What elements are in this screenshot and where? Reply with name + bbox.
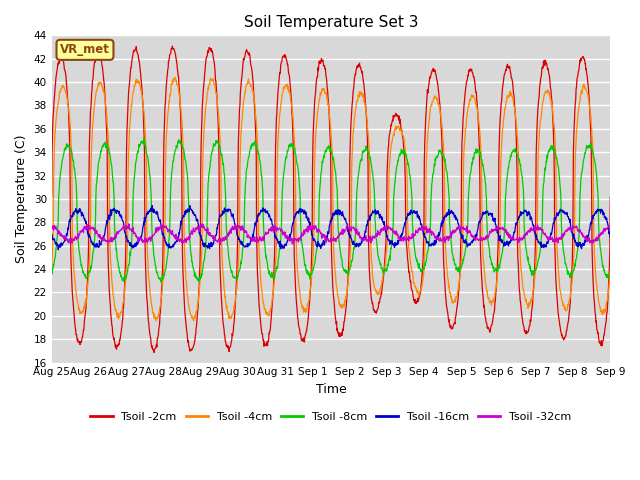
Tsoil -4cm — [492, 288, 499, 293]
Tsoil -8cm — [607, 271, 614, 277]
Tsoil -16cm — [172, 239, 180, 245]
Tsoil -32cm — [172, 237, 180, 243]
Tsoil -32cm — [419, 226, 426, 231]
Tsoil -32cm — [125, 221, 132, 227]
Tsoil -16cm — [419, 228, 426, 234]
Tsoil -32cm — [159, 225, 166, 230]
Tsoil -8cm — [419, 266, 426, 272]
Tsoil -2cm — [607, 194, 614, 200]
Tsoil -2cm — [48, 193, 56, 199]
Tsoil -32cm — [607, 227, 614, 232]
Tsoil -2cm — [168, 43, 176, 49]
Tsoil -2cm — [173, 58, 180, 64]
Tsoil -8cm — [157, 279, 165, 285]
Tsoil -2cm — [159, 262, 166, 267]
Tsoil -4cm — [236, 242, 243, 248]
Tsoil -4cm — [48, 265, 56, 271]
Y-axis label: Soil Temperature (C): Soil Temperature (C) — [15, 135, 28, 263]
Tsoil -8cm — [173, 144, 180, 150]
Tsoil -8cm — [159, 276, 167, 281]
Tsoil -16cm — [159, 232, 166, 238]
Line: Tsoil -16cm: Tsoil -16cm — [52, 205, 611, 250]
Tsoil -16cm — [492, 221, 499, 227]
Title: Soil Temperature Set 3: Soil Temperature Set 3 — [244, 15, 418, 30]
Tsoil -16cm — [236, 236, 243, 242]
Tsoil -32cm — [492, 228, 499, 234]
Tsoil -16cm — [607, 235, 614, 241]
Tsoil -8cm — [140, 135, 148, 141]
Tsoil -4cm — [172, 78, 180, 84]
Tsoil -4cm — [541, 92, 548, 97]
Tsoil -16cm — [48, 232, 56, 238]
X-axis label: Time: Time — [316, 383, 346, 396]
Tsoil -8cm — [492, 267, 499, 273]
Tsoil -16cm — [186, 203, 194, 208]
Line: Tsoil -4cm: Tsoil -4cm — [52, 77, 611, 321]
Tsoil -16cm — [54, 247, 62, 252]
Tsoil -4cm — [607, 268, 614, 274]
Tsoil -8cm — [541, 170, 548, 176]
Tsoil -32cm — [541, 232, 548, 238]
Tsoil -2cm — [236, 116, 243, 122]
Tsoil -4cm — [159, 285, 166, 290]
Tsoil -4cm — [419, 280, 426, 286]
Tsoil -32cm — [236, 223, 243, 228]
Tsoil -8cm — [48, 270, 56, 276]
Tsoil -16cm — [541, 242, 548, 248]
Tsoil -2cm — [150, 349, 158, 355]
Line: Tsoil -2cm: Tsoil -2cm — [52, 46, 611, 352]
Tsoil -4cm — [172, 74, 179, 80]
Legend: Tsoil -2cm, Tsoil -4cm, Tsoil -8cm, Tsoil -16cm, Tsoil -32cm: Tsoil -2cm, Tsoil -4cm, Tsoil -8cm, Tsoi… — [86, 408, 576, 426]
Tsoil -32cm — [216, 241, 224, 247]
Tsoil -32cm — [48, 223, 56, 229]
Tsoil -8cm — [236, 268, 243, 274]
Tsoil -2cm — [541, 63, 548, 69]
Tsoil -2cm — [492, 298, 499, 304]
Line: Tsoil -8cm: Tsoil -8cm — [52, 138, 611, 282]
Text: VR_met: VR_met — [60, 43, 110, 56]
Line: Tsoil -32cm: Tsoil -32cm — [52, 224, 611, 244]
Tsoil -2cm — [419, 269, 426, 275]
Tsoil -4cm — [190, 318, 198, 324]
